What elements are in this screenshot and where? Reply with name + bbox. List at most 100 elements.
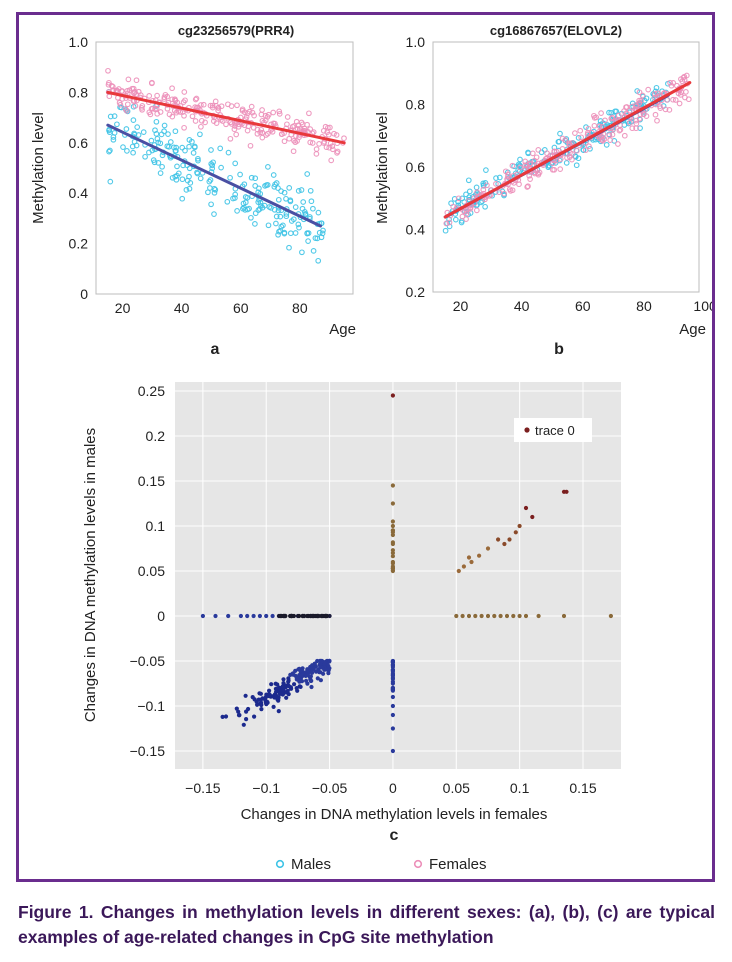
panel-b-females-point: [564, 154, 570, 161]
panel-a-males-point: [179, 144, 186, 151]
panel-a-females-point: [309, 140, 316, 146]
panel-a-males-point: [312, 235, 319, 241]
panel-c-point: [390, 748, 395, 754]
panel-c-point: [305, 613, 310, 619]
panel-c-point: [238, 613, 243, 619]
panel-a-males-point: [110, 134, 117, 140]
panel-b-females-point: [526, 172, 533, 179]
panel-a-males-point: [252, 210, 259, 217]
panel-b-males-point: [606, 109, 612, 116]
panel-c-point: [280, 685, 285, 690]
panel-a-males-point: [182, 147, 188, 154]
panel-c-point: [299, 679, 305, 684]
panel-b-females-point: [636, 115, 643, 122]
panel-a-males-point: [161, 128, 167, 135]
panel-b-females-point: [516, 181, 522, 188]
panel-c-point: [485, 546, 491, 551]
panel-c-xlabel: Changes in DNA methylation levels in fem…: [241, 806, 548, 823]
panel-a-females-point: [192, 118, 199, 124]
panel-a-males-point: [286, 244, 292, 251]
panel-a-males-point: [227, 174, 233, 181]
panel-a-males-point: [194, 170, 201, 177]
panel-c-point: [390, 726, 395, 731]
panel-a-females-point: [116, 99, 123, 106]
panel-a-males-point: [287, 197, 294, 204]
panel-c-xtick-label: −0.1: [252, 780, 280, 796]
panel-a-males-point: [273, 213, 280, 220]
panel-a-ytick-label: 1.0: [69, 34, 89, 50]
panel-a-females-point: [244, 110, 251, 117]
panel-a-males-point: [230, 195, 236, 202]
panel-a-males-point: [288, 218, 295, 224]
panel-a-males-point: [277, 213, 284, 220]
panel-a-regression-lines: [106, 90, 346, 228]
panel-a-females-point: [281, 138, 288, 145]
panel-b-xtick-label: 60: [575, 298, 591, 314]
panel-a-females-point: [105, 67, 111, 74]
panel-b-females-point: [455, 195, 462, 202]
panel-a-ytick-label: 0.2: [69, 236, 89, 252]
panel-b-males-point: [603, 142, 610, 148]
panel-b-males-point: [575, 155, 582, 162]
panel-b-females-point: [670, 96, 676, 103]
panel-a-females-point: [232, 120, 238, 127]
panel-c-point: [496, 537, 501, 542]
panel-c-point: [390, 393, 395, 398]
panel-b-females-point: [553, 148, 560, 155]
panel-a-males-point: [234, 208, 240, 214]
panel-c-ytick-label: 0.15: [138, 473, 165, 489]
panel-a-males-point: [153, 118, 160, 125]
panel-c-point: [390, 548, 395, 553]
panel-c-point: [245, 613, 250, 619]
panel-b-females-point: [652, 94, 658, 101]
panel-a-females-point: [106, 79, 112, 86]
panel-a-xtick-label: 80: [292, 300, 308, 316]
panel-a-males-point: [299, 249, 305, 256]
panel-c-point: [251, 613, 256, 619]
panel-c-point: [308, 674, 313, 680]
panel-c-point: [517, 523, 522, 529]
panel-a-females-point: [125, 76, 132, 83]
panel-a-ytick-label: 0: [80, 286, 88, 302]
panel-a-males-point: [256, 206, 263, 212]
panel-c-ytick-label: 0.2: [146, 428, 166, 444]
panel-a-females-point: [108, 82, 115, 89]
panel-a-males-point: [140, 129, 147, 135]
panel-c-point: [213, 613, 218, 619]
panel-a-females-point: [324, 129, 331, 136]
panel-a-females-point: [276, 111, 283, 117]
panel-c-point: [327, 658, 332, 664]
panel-a-males-point: [270, 172, 277, 178]
panel-b-ytick-label: 0.2: [406, 284, 426, 300]
panel-a-males-point: [106, 148, 112, 155]
panel-c-point: [390, 673, 395, 679]
panel-a-males-point: [281, 230, 288, 237]
figure-caption: Figure 1. Changes in methylation levels …: [18, 902, 715, 947]
panel-c-point: [256, 697, 261, 702]
panel-c-point: [608, 613, 614, 619]
panel-a-males-point: [257, 199, 264, 206]
panel-b-females-point: [683, 89, 689, 95]
panel-b-females-point: [473, 207, 480, 214]
panel-a-females-point: [147, 111, 154, 118]
panel-a-males-point: [134, 124, 141, 130]
panel-a-males-point: [167, 139, 174, 145]
panel-a-females-point: [328, 157, 335, 164]
panel-a-males-point: [208, 147, 214, 153]
panel-b-females-point: [633, 120, 640, 127]
panel-c-point: [289, 613, 294, 619]
panel-c-point: [479, 613, 484, 619]
panel-a-males-point: [266, 204, 273, 210]
panel-a-females-point: [293, 118, 300, 125]
panel-c-point: [390, 568, 395, 573]
panel-c-point: [492, 613, 497, 619]
panel-a-females-point: [218, 103, 225, 110]
panel-a-females-point: [306, 110, 312, 117]
panel-a-females-point: [198, 117, 205, 124]
panel-b-females-point: [474, 189, 480, 195]
panel-a-females-point: [284, 114, 291, 120]
panel-b-females-point: [596, 123, 603, 130]
panel-b-males-point: [442, 227, 449, 234]
panel-b-males-point: [496, 174, 503, 181]
panel-c-point: [292, 682, 297, 687]
